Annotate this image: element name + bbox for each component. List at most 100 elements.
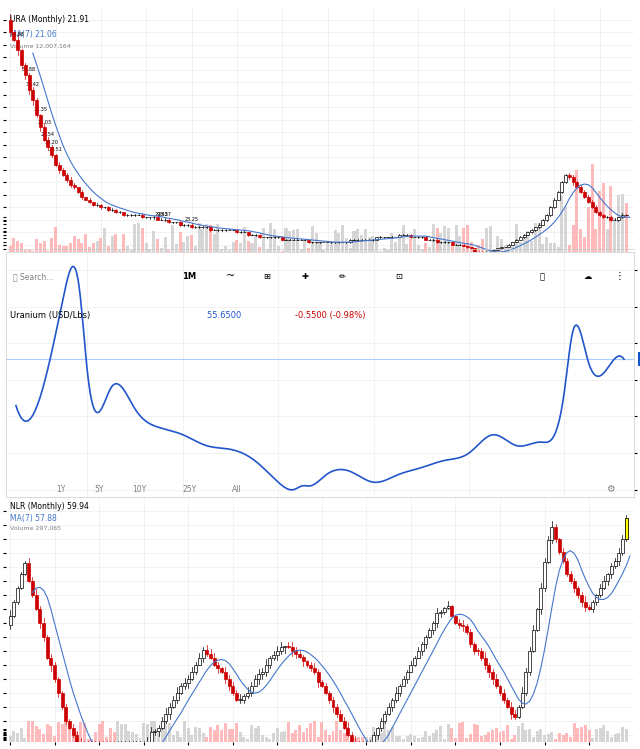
Bar: [621, 195, 624, 252]
Bar: [432, 733, 435, 742]
Bar: [372, 735, 375, 742]
Bar: [577, 588, 579, 595]
Bar: [126, 246, 129, 252]
Bar: [76, 735, 78, 742]
Bar: [540, 730, 542, 742]
Bar: [472, 643, 476, 651]
Bar: [73, 236, 76, 252]
Bar: [99, 238, 102, 252]
Bar: [595, 207, 597, 212]
Bar: [536, 609, 539, 630]
Bar: [500, 239, 503, 252]
Bar: [31, 251, 35, 252]
Bar: [358, 737, 360, 742]
Bar: [72, 728, 75, 742]
Bar: [161, 725, 164, 742]
Bar: [554, 527, 557, 539]
Bar: [375, 239, 378, 252]
Bar: [187, 728, 189, 742]
Bar: [164, 721, 168, 742]
Bar: [294, 730, 298, 742]
Bar: [276, 728, 279, 742]
Bar: [321, 682, 323, 685]
Bar: [435, 730, 438, 742]
Bar: [413, 658, 416, 664]
Bar: [466, 225, 469, 252]
Bar: [42, 733, 45, 742]
Bar: [202, 228, 204, 252]
Bar: [24, 738, 26, 742]
Bar: [439, 727, 442, 742]
Bar: [313, 668, 316, 672]
Bar: [98, 724, 100, 742]
Bar: [191, 672, 193, 679]
Bar: [621, 539, 624, 553]
Bar: [614, 734, 616, 742]
Bar: [504, 245, 507, 252]
Bar: [530, 240, 533, 252]
Bar: [617, 733, 620, 742]
Bar: [220, 668, 223, 672]
Bar: [266, 249, 269, 252]
Bar: [625, 518, 628, 539]
Bar: [122, 212, 125, 215]
Bar: [8, 736, 12, 742]
Text: 55.6500: 55.6500: [207, 311, 244, 320]
Bar: [332, 731, 335, 742]
Text: 30.35: 30.35: [33, 107, 47, 112]
Bar: [550, 733, 554, 742]
Bar: [564, 175, 567, 182]
Bar: [543, 562, 546, 588]
Text: 23.25: 23.25: [184, 217, 198, 222]
Bar: [458, 723, 461, 742]
Bar: [287, 722, 290, 742]
Bar: [495, 679, 498, 685]
Bar: [461, 625, 465, 626]
Bar: [20, 728, 23, 742]
Bar: [598, 212, 601, 215]
Bar: [367, 237, 371, 252]
Bar: [447, 228, 450, 252]
Bar: [413, 736, 416, 742]
Bar: [356, 229, 359, 252]
Bar: [526, 232, 529, 234]
Bar: [113, 733, 115, 742]
Bar: [525, 730, 527, 742]
Bar: [294, 651, 298, 654]
Bar: [488, 252, 492, 253]
Bar: [530, 230, 533, 232]
Bar: [145, 243, 148, 252]
Bar: [511, 242, 514, 245]
Bar: [609, 217, 612, 219]
Text: MA(7) 21.06: MA(7) 21.06: [10, 29, 56, 38]
Bar: [253, 679, 257, 685]
Bar: [212, 658, 216, 664]
Bar: [509, 739, 513, 742]
Bar: [573, 723, 576, 742]
Bar: [288, 231, 291, 252]
Bar: [313, 721, 316, 742]
Bar: [538, 225, 541, 227]
Bar: [31, 90, 35, 100]
Bar: [410, 734, 412, 742]
Bar: [428, 630, 431, 637]
Bar: [216, 664, 220, 668]
Bar: [515, 224, 518, 252]
Bar: [402, 739, 405, 742]
Bar: [598, 728, 602, 742]
Bar: [383, 714, 387, 721]
Bar: [172, 700, 175, 706]
Bar: [16, 241, 19, 252]
Bar: [568, 246, 571, 252]
Bar: [405, 244, 408, 252]
Bar: [474, 249, 476, 252]
Bar: [16, 733, 19, 742]
Bar: [465, 626, 468, 631]
Bar: [417, 651, 420, 658]
Bar: [43, 241, 45, 252]
Bar: [179, 232, 182, 252]
Bar: [545, 237, 548, 252]
Bar: [417, 738, 420, 742]
Bar: [339, 730, 342, 742]
Bar: [602, 184, 605, 252]
